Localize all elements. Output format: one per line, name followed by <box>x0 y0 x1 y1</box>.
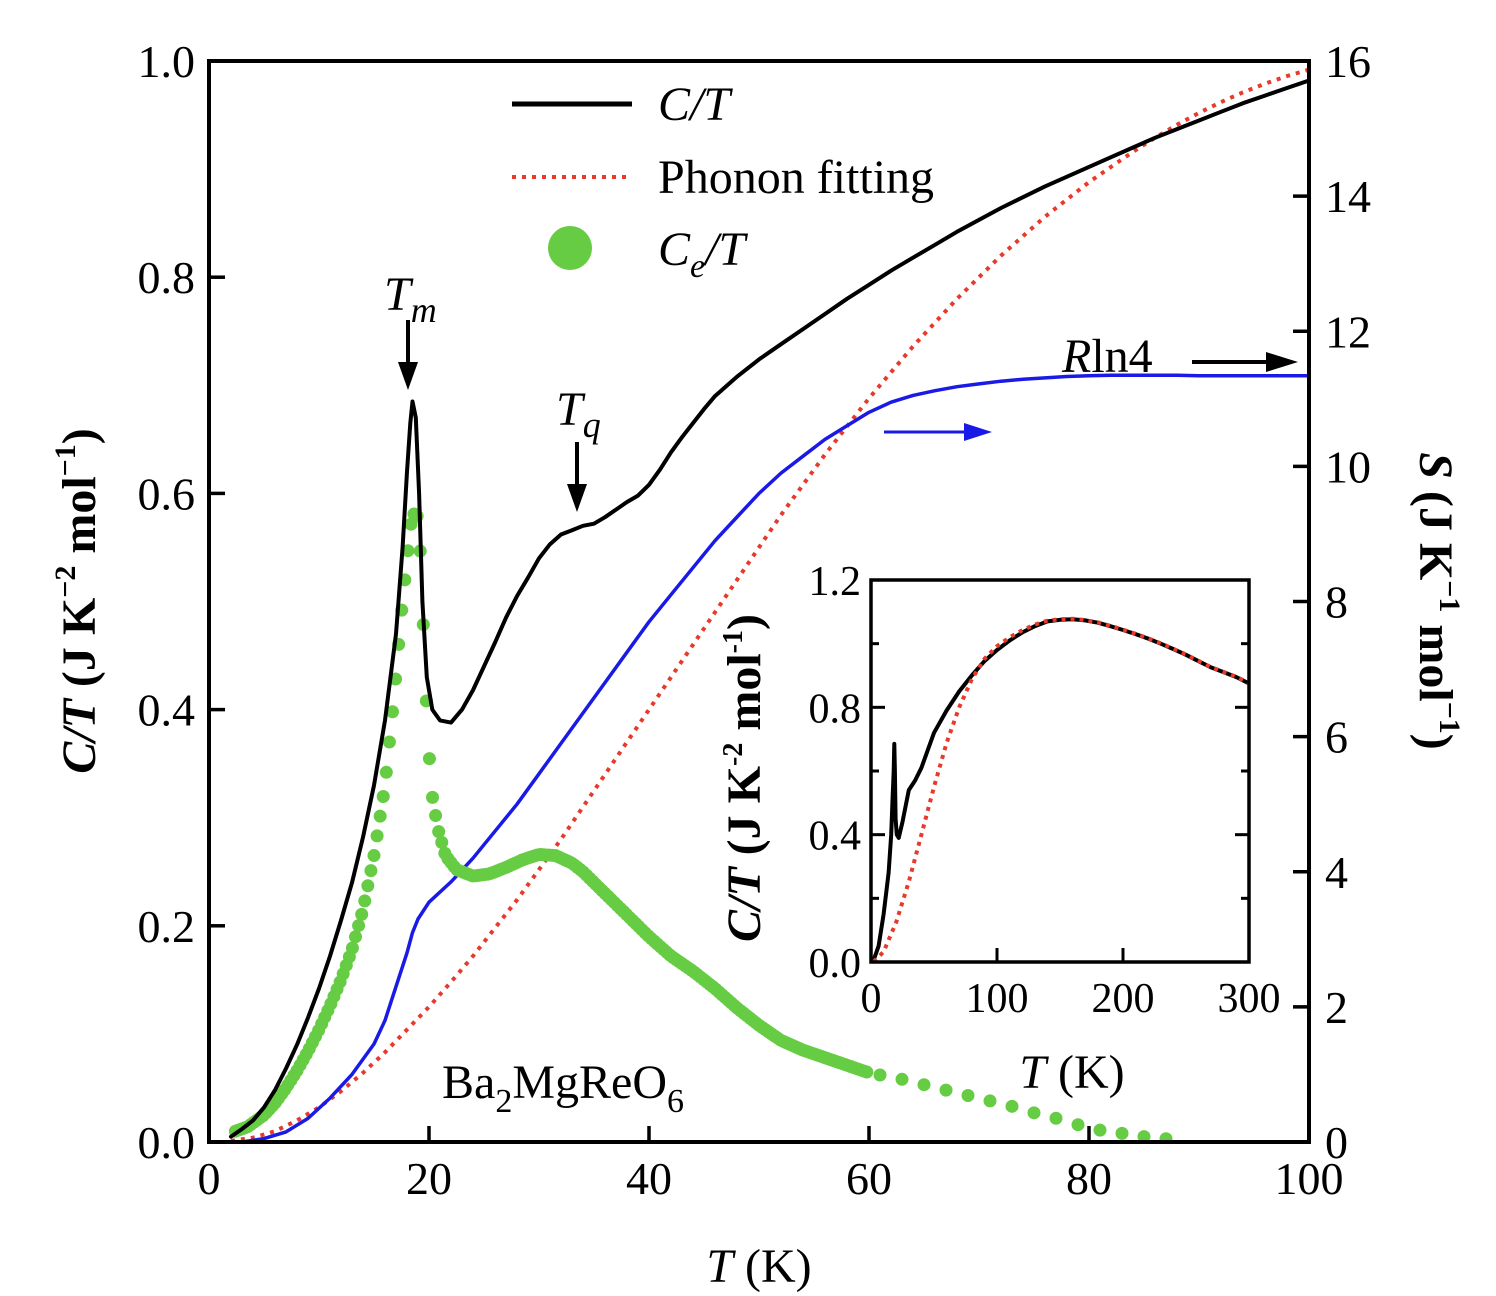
main-series-layer <box>228 67 1309 1142</box>
inset-series-layer <box>871 616 1249 962</box>
y-right-tick-label: 16 <box>1325 36 1371 87</box>
inset-y-tick-label: 0.8 <box>809 686 862 732</box>
tm-annotation-label: Tm <box>384 268 437 330</box>
y-left-tick-label: 0.8 <box>138 252 196 303</box>
ce-marker <box>364 864 378 878</box>
inset-y-axis-title: C/T (J K-2 mol-1) <box>718 614 771 942</box>
y-right-tick-label: 10 <box>1325 441 1371 492</box>
legend-ce-label: Ce/T <box>658 223 748 285</box>
ce-marker <box>361 879 375 893</box>
inset-x-tick-label: 100 <box>966 976 1029 1022</box>
annotations: Tm Tq Rln4 Ba2MgReO6 <box>384 268 1298 1120</box>
inset-x-tick-label: 0 <box>861 976 882 1022</box>
legend: C/T Phonon fitting Ce/T <box>512 78 934 285</box>
x-tick-label: 40 <box>626 1153 672 1204</box>
inset-x-tick-label: 200 <box>1092 976 1155 1022</box>
y-right-tick-label: 2 <box>1325 982 1348 1033</box>
ce-marker <box>961 1089 975 1103</box>
ce-marker <box>1049 1111 1063 1125</box>
main-right-y-axis-title: S (J K−1 mol−1) <box>1409 452 1466 750</box>
x-tick-label: 20 <box>406 1153 452 1204</box>
ce-marker <box>355 907 369 921</box>
main-x-axis-title: T (K) <box>706 1240 811 1293</box>
ce-marker <box>370 829 384 843</box>
legend-ct-label: C/T <box>658 78 733 131</box>
y-left-tick-label: 0.4 <box>138 685 196 736</box>
inset-ct-line <box>871 617 1249 962</box>
ce-marker <box>1071 1118 1085 1132</box>
tq-arrow <box>567 442 587 512</box>
ce-marker <box>429 809 443 823</box>
ce-marker <box>1005 1099 1019 1113</box>
ce-marker <box>1093 1123 1107 1137</box>
rln4-annotation-label: Rln4 <box>1061 330 1153 383</box>
ce-marker <box>983 1094 997 1108</box>
main-gridless-plot: 0 20 40 60 80 100 0.0 0.2 0.4 0.6 0.8 1.0 0 2 4 6 8 10 12 1… <box>49 36 1466 1293</box>
ce-marker <box>401 544 415 558</box>
ce-marker <box>358 894 372 908</box>
ce-marker <box>1159 1132 1173 1142</box>
inset-x-tick-label: 300 <box>1218 976 1281 1022</box>
y-right-tick-label: 8 <box>1325 577 1348 628</box>
ce-marker <box>382 735 396 749</box>
ce-marker <box>939 1083 953 1097</box>
ce-marker <box>379 765 393 779</box>
legend-phonon-label: Phonon fitting <box>658 151 934 204</box>
y-right-tick-label: 14 <box>1325 171 1371 222</box>
y-left-tick-label: 0.0 <box>138 1117 196 1168</box>
x-tick-label: 0 <box>198 1153 221 1204</box>
ce-marker <box>1027 1106 1041 1120</box>
ce-marker <box>349 930 363 944</box>
ce-marker <box>422 752 436 766</box>
entropy-axis-arrow <box>884 423 992 441</box>
inset-y-tick-label: 1.2 <box>809 559 862 605</box>
inset-axis-ticks: 0 100 200 300 0.0 0.4 0.8 1.2 <box>809 559 1281 1022</box>
ce-marker <box>917 1078 931 1092</box>
rln4-arrow <box>1192 352 1298 372</box>
series-ce-markers <box>228 507 1173 1142</box>
series-ct-line <box>229 78 1309 1139</box>
y-left-tick-label: 0.2 <box>138 901 196 952</box>
ce-marker <box>873 1068 887 1082</box>
y-left-tick-label: 0.6 <box>138 468 196 519</box>
y-right-tick-label: 6 <box>1325 712 1348 763</box>
ce-marker <box>376 790 390 804</box>
x-tick-label: 60 <box>846 1153 892 1204</box>
x-tick-label: 100 <box>1275 1153 1344 1204</box>
ce-marker <box>432 825 446 839</box>
inset-x-axis-title: T (K) <box>1019 1046 1124 1099</box>
y-right-tick-label: 12 <box>1325 306 1371 357</box>
inset-plot: 0 100 200 300 0.0 0.4 0.8 1.2 T (K) C/T (J K-2 … <box>718 559 1281 1099</box>
ce-marker <box>1137 1130 1151 1142</box>
y-right-tick-label: 4 <box>1325 847 1348 898</box>
ce-marker <box>426 790 440 804</box>
series-phonon-line <box>230 67 1309 1142</box>
ce-marker <box>895 1072 909 1086</box>
ce-marker <box>373 809 387 823</box>
ce-marker <box>345 941 359 955</box>
inset-y-tick-label: 0.4 <box>809 814 862 860</box>
sample-label: Ba2MgReO6 <box>442 1056 684 1120</box>
main-left-y-axis-title: C/T (J K−2 mol−1) <box>49 428 106 774</box>
tq-annotation-label: Tq <box>556 383 601 445</box>
ce-marker <box>435 835 449 849</box>
ce-marker <box>860 1065 874 1079</box>
main-axis-ticks: 0 20 40 60 80 100 0.0 0.2 0.4 0.6 0.8 1.0 0 2 4 6 8 10 12 1… <box>138 36 1372 1204</box>
y-left-tick-label: 1.0 <box>138 36 196 87</box>
ce-marker <box>352 919 366 933</box>
x-tick-label: 80 <box>1066 1153 1112 1204</box>
y-right-tick-label: 0 <box>1325 1117 1348 1168</box>
ce-marker <box>1115 1126 1129 1140</box>
inset-background <box>871 580 1249 962</box>
series-entropy-line <box>240 373 1309 1142</box>
tm-arrow <box>398 320 418 390</box>
inset-y-tick-label: 0.0 <box>809 941 862 987</box>
ce-marker <box>385 705 399 719</box>
legend-ce-marker-swatch <box>548 226 592 270</box>
ce-marker <box>367 849 381 863</box>
